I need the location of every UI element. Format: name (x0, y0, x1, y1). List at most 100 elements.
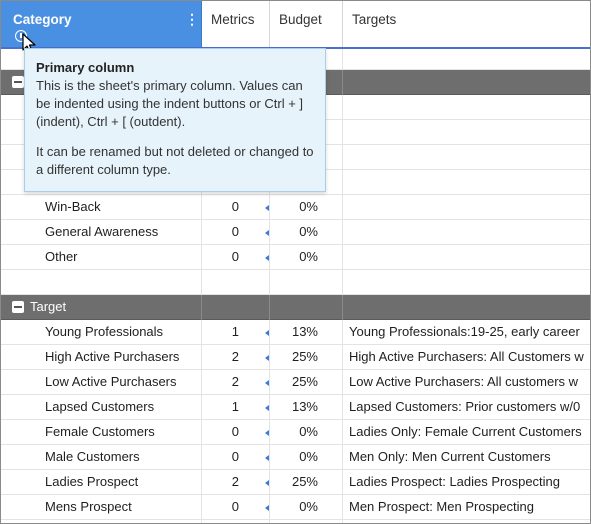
budget-cell[interactable]: 25% (270, 470, 343, 495)
table-row[interactable]: Mens Prospect 0 0% Men Prospect: Men Prospe… (1, 495, 590, 520)
table-row[interactable]: Young Professionals 1 13% Young Professiona… (1, 320, 590, 345)
kebab-menu-icon[interactable]: ⋮ (185, 11, 199, 27)
targets-cell[interactable] (343, 220, 590, 245)
category-cell[interactable]: Male Customers (1, 445, 202, 470)
targets-cell[interactable]: Men Prospect: Men Prospecting (349, 499, 534, 514)
category-cell[interactable] (1, 270, 202, 295)
metrics-cell[interactable]: 0 (202, 445, 270, 470)
metrics-cell[interactable]: 1 (202, 395, 270, 420)
metrics-cell[interactable]: 2 (202, 470, 270, 495)
budget-cell[interactable] (270, 95, 343, 120)
metrics-cell[interactable]: 0 (202, 420, 270, 445)
targets-cell[interactable]: Ladies Only: Female Current Customers (349, 424, 582, 439)
budget-cell[interactable] (270, 145, 343, 170)
metrics-cell[interactable] (202, 270, 270, 295)
column-header-targets[interactable]: Targets (343, 1, 590, 47)
targets-cell[interactable] (343, 195, 590, 220)
budget-cell[interactable]: 25% (270, 370, 343, 395)
column-header-category[interactable]: Category ⋮ (1, 1, 202, 47)
targets-cell[interactable] (343, 70, 590, 95)
targets-cell[interactable]: Lapsed Customers: Prior customers w/0 (349, 399, 581, 414)
collapse-minus-icon[interactable] (12, 301, 24, 313)
empty-cell[interactable] (202, 520, 270, 523)
targets-cell[interactable] (343, 295, 590, 320)
budget-cell[interactable] (270, 49, 343, 70)
targets-cell[interactable]: Ladies Prospect: Ladies Prospecting (349, 474, 561, 489)
targets-cell[interactable] (343, 120, 590, 145)
category-cell[interactable]: Ladies Prospect (1, 470, 202, 495)
empty-cell[interactable] (1, 520, 202, 523)
targets-cell[interactable]: Young Professionals:19-25, early career (349, 324, 580, 339)
table-row[interactable]: Ladies Prospect 2 25% Ladies Prospect: Ladi… (1, 470, 590, 495)
empty-cell[interactable] (343, 520, 590, 523)
targets-cell[interactable] (343, 245, 590, 270)
table-row[interactable]: Win-Back 0 0% (1, 195, 590, 220)
category-cell[interactable]: Win-Back (1, 195, 202, 220)
row-indicator-icon (265, 255, 269, 261)
budget-cell[interactable]: 25% (270, 345, 343, 370)
budget-cell[interactable] (270, 270, 343, 295)
category-cell[interactable]: Lapsed Customers (1, 395, 202, 420)
category-cell[interactable]: Young Professionals (1, 320, 202, 345)
table-row[interactable]: Male Customers 0 0% Men Only: Men Current C… (1, 445, 590, 470)
budget-cell[interactable]: 0% (270, 495, 343, 520)
empty-cell[interactable] (270, 520, 343, 523)
budget-cell[interactable] (270, 295, 343, 320)
metrics-cell[interactable]: 2 (202, 370, 270, 395)
category-cell[interactable]: Low Active Purchasers (1, 370, 202, 395)
primary-column-tooltip: Primary column This is the sheet's prima… (24, 48, 326, 192)
group-row-target[interactable]: Target (1, 295, 590, 320)
budget-cell[interactable]: 0% (270, 195, 343, 220)
metrics-cell[interactable]: 0 (202, 220, 270, 245)
table-row[interactable]: Other 0 0% (1, 245, 590, 270)
targets-cell[interactable] (343, 95, 590, 120)
group-label[interactable]: Target (1, 295, 202, 320)
table-row[interactable]: Lapsed Customers 1 13% Lapsed Customers: Pr… (1, 395, 590, 420)
metrics-cell[interactable] (202, 295, 270, 320)
targets-cell[interactable] (343, 145, 590, 170)
table-row[interactable] (1, 520, 590, 523)
targets-cell[interactable]: Men Only: Men Current Customers (349, 449, 551, 464)
metrics-cell[interactable]: 2 (202, 345, 270, 370)
budget-cell[interactable]: 0% (270, 245, 343, 270)
tooltip-title: Primary column (36, 60, 135, 75)
table-row[interactable]: General Awareness 0 0% (1, 220, 590, 245)
column-header-category-label: Category (13, 12, 72, 27)
budget-cell[interactable]: 13% (270, 395, 343, 420)
metrics-cell[interactable]: 0 (202, 245, 270, 270)
category-cell[interactable]: Other (1, 245, 202, 270)
metrics-cell[interactable]: 0 (202, 195, 270, 220)
row-indicator-icon (265, 205, 269, 211)
targets-cell[interactable] (343, 270, 590, 295)
collapse-minus-icon[interactable] (12, 76, 24, 88)
metrics-cell[interactable]: 1 (202, 320, 270, 345)
budget-cell[interactable]: 0% (270, 420, 343, 445)
budget-cell[interactable] (270, 170, 343, 195)
targets-cell[interactable]: High Active Purchasers: All Customers w (349, 349, 584, 364)
category-cell[interactable]: Mens Prospect (1, 495, 202, 520)
column-header-metrics-label: Metrics (211, 12, 255, 27)
metrics-cell[interactable]: 0 (202, 495, 270, 520)
table-row[interactable]: High Active Purchasers 2 25% High Active Pu… (1, 345, 590, 370)
empty-row[interactable] (1, 270, 590, 295)
targets-cell[interactable]: Low Active Purchasers: All customers w (349, 374, 579, 389)
column-header-metrics[interactable]: Metrics (202, 1, 270, 47)
targets-cell[interactable] (343, 170, 590, 195)
row-indicator-icon (265, 330, 269, 336)
budget-cell[interactable]: 0% (270, 445, 343, 470)
category-cell[interactable]: Female Customers (1, 420, 202, 445)
column-header-budget[interactable]: Budget (270, 1, 343, 47)
table-row[interactable]: Low Active Purchasers 2 25% Low Active Purc… (1, 370, 590, 395)
budget-cell[interactable]: 0% (270, 220, 343, 245)
row-indicator-icon (265, 380, 269, 386)
budget-cell[interactable]: 13% (270, 320, 343, 345)
tooltip-body-note: It can be renamed but not deleted or cha… (36, 144, 314, 177)
tooltip-body: This is the sheet's primary column. Valu… (36, 78, 304, 129)
budget-cell[interactable] (270, 120, 343, 145)
targets-cell[interactable] (343, 49, 590, 70)
category-cell[interactable]: General Awareness (1, 220, 202, 245)
budget-cell[interactable] (270, 70, 343, 95)
table-row[interactable]: Female Customers 0 0% Ladies Only: Female C… (1, 420, 590, 445)
category-cell[interactable]: High Active Purchasers (1, 345, 202, 370)
